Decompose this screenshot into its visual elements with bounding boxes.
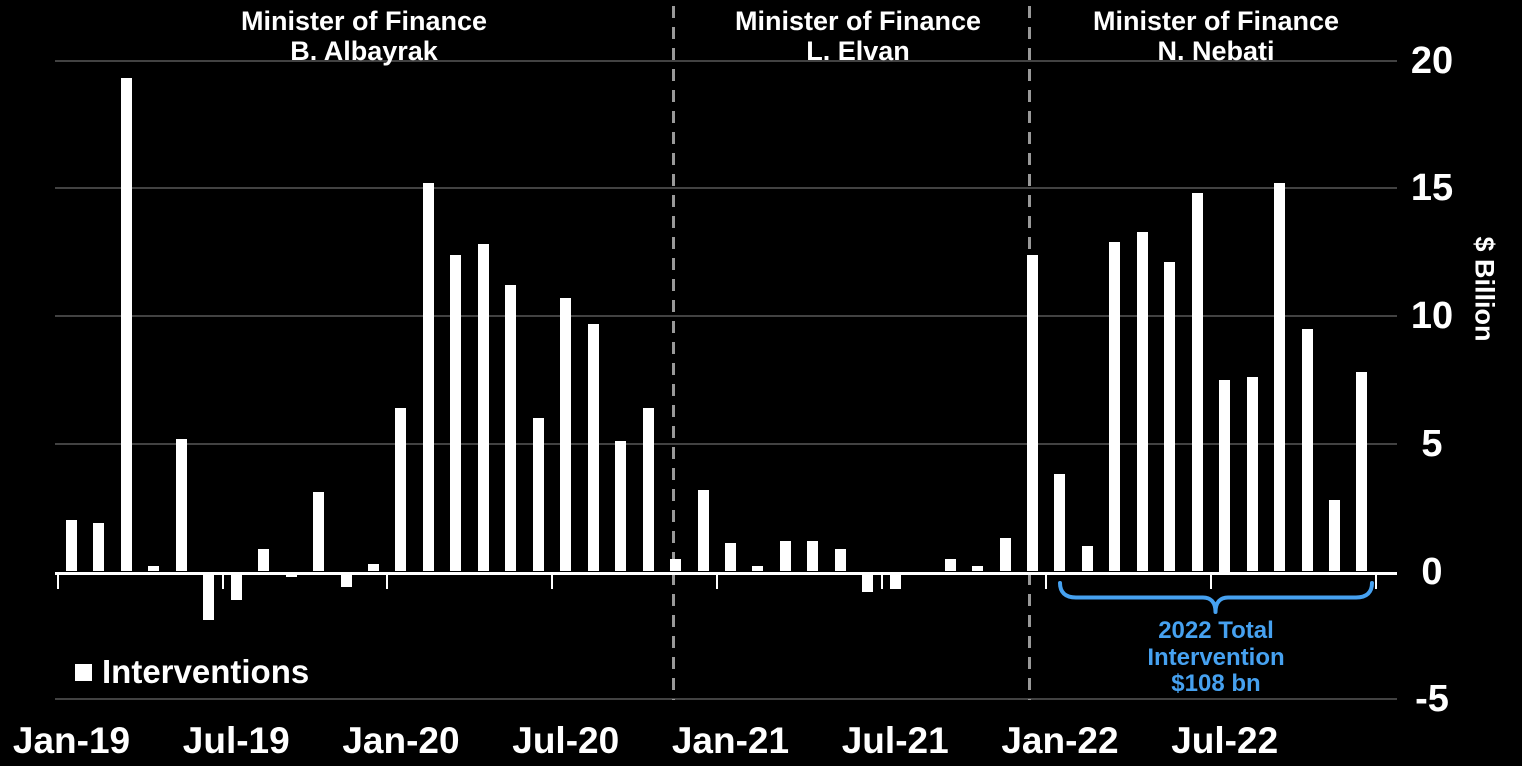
- bar-Nov-21: [999, 538, 1011, 572]
- x-tick-label-Jan-22: Jan-22: [1001, 720, 1119, 761]
- bar-May-22: [1164, 262, 1176, 572]
- bar-Nov-22: [1329, 499, 1341, 572]
- x-tick-label-Jul-19: Jul-19: [182, 720, 290, 761]
- minister-name: B. Albayrak: [290, 36, 438, 66]
- bar-Jan-22: [1054, 474, 1066, 572]
- minister-title-line1: Minister of Finance: [1092, 6, 1340, 36]
- bar-Feb-19: [93, 522, 105, 572]
- bar-May-21: [834, 548, 846, 572]
- x-axis-tick-7: [1210, 572, 1213, 589]
- bar-Feb-20: [422, 183, 434, 572]
- bar-Feb-21: [752, 566, 764, 572]
- y-tick-label-10: 10: [1410, 295, 1454, 337]
- x-tick-label-Jul-22: Jul-22: [1171, 720, 1279, 761]
- bar-Oct-21: [972, 566, 984, 572]
- bar-Jun-21: [862, 571, 874, 592]
- bar-Sep-21: [944, 558, 956, 572]
- bar-Mar-22: [1109, 241, 1121, 572]
- x-axis-tick-4: [715, 572, 718, 589]
- legend: Interventions: [75, 653, 309, 691]
- gridline-5: [55, 442, 1397, 445]
- bar-Mar-20: [450, 254, 462, 572]
- x-axis-tick-1: [221, 572, 224, 589]
- y-tick-label--5: -5: [1415, 678, 1449, 721]
- bar-Sep-20: [615, 441, 627, 572]
- legend-swatch-icon: [75, 663, 92, 681]
- x-tick-label-Jul-21: Jul-21: [841, 720, 949, 761]
- bar-Jun-20: [532, 418, 544, 572]
- bar-Dec-20: [697, 489, 709, 572]
- annotation-2022-total: 2022 Total Intervention $108 bn: [1147, 617, 1285, 698]
- gridline-15: [55, 187, 1397, 190]
- bar-Oct-19: [313, 492, 325, 572]
- bar-Jul-22: [1219, 379, 1231, 572]
- x-axis-tick-2: [386, 572, 389, 589]
- bar-Apr-19: [148, 566, 160, 572]
- minister-name: N. Nebati: [1157, 36, 1275, 66]
- x-axis-tick-5: [880, 572, 883, 589]
- minister-title-nebati: Minister of Finance N. Nebati: [1093, 6, 1339, 66]
- bar-Nov-20: [670, 558, 682, 572]
- bar-Jul-21: [889, 571, 901, 590]
- divider-Nov-20: [671, 6, 675, 700]
- bar-Apr-22: [1136, 231, 1148, 572]
- x-axis-tick-0: [57, 572, 59, 589]
- bar-Oct-22: [1301, 328, 1313, 572]
- x-axis-tick-6: [1045, 572, 1048, 589]
- bar-Jul-19: [230, 571, 242, 600]
- gridline--5: [55, 698, 1397, 701]
- minister-title-line1: Minister of Finance: [240, 6, 488, 36]
- bar-Apr-21: [807, 540, 819, 572]
- gridline-10: [55, 315, 1397, 317]
- x-axis-tick-3: [551, 572, 554, 589]
- minister-title-albayrak: Minister of Finance B. Albayrak: [241, 6, 487, 66]
- y-tick-label-20: 20: [1410, 39, 1454, 82]
- bar-May-19: [175, 438, 187, 572]
- bar-Dec-22: [1356, 372, 1368, 572]
- bar-May-20: [505, 285, 517, 572]
- x-tick-label-Jul-20: Jul-20: [512, 720, 620, 761]
- bar-Apr-20: [477, 244, 489, 572]
- annotation-line-1: 2022 Total: [1158, 617, 1274, 644]
- x-axis-line: [55, 571, 1397, 575]
- bar-Dec-21: [1026, 254, 1038, 572]
- y-tick-label-5: 5: [1421, 422, 1443, 465]
- bar-Sep-22: [1274, 183, 1286, 572]
- bar-Mar-19: [120, 78, 132, 572]
- gridline-20: [55, 59, 1397, 62]
- bar-Jan-20: [395, 407, 407, 572]
- x-axis-tick-8: [1374, 572, 1377, 589]
- y-tick-label-0: 0: [1421, 550, 1443, 593]
- minister-title-elvan: Minister of Finance L. Elvan: [735, 6, 981, 66]
- y-axis-title: $ Billion: [1469, 236, 1500, 342]
- annotation-line-2: Intervention: [1147, 643, 1285, 671]
- x-tick-label-Jan-20: Jan-20: [342, 720, 460, 761]
- bar-Aug-19: [258, 548, 270, 572]
- x-tick-label-Jan-19: Jan-19: [12, 720, 131, 761]
- minister-title-line1: Minister of Finance: [734, 6, 982, 36]
- minister-name: L. Elvan: [806, 36, 910, 66]
- bar-Jun-19: [203, 571, 215, 621]
- bar-Oct-20: [642, 407, 654, 572]
- bar-Jul-20: [560, 298, 572, 572]
- bar-Jan-21: [724, 543, 736, 572]
- y-tick-label-15: 15: [1410, 167, 1454, 210]
- bar-Mar-21: [779, 540, 791, 572]
- bar-Jun-22: [1191, 193, 1203, 572]
- x-tick-label-Jan-21: Jan-21: [671, 720, 790, 761]
- bar-Aug-22: [1246, 377, 1258, 572]
- bar-Nov-19: [340, 571, 352, 587]
- annotation-line-3: $108 bn: [1171, 670, 1261, 697]
- bar-Dec-19: [368, 563, 380, 572]
- bar-Feb-22: [1081, 545, 1093, 572]
- bar-Jan-19: [66, 520, 77, 572]
- bar-Aug-20: [587, 323, 599, 572]
- legend-label: Interventions: [102, 653, 310, 690]
